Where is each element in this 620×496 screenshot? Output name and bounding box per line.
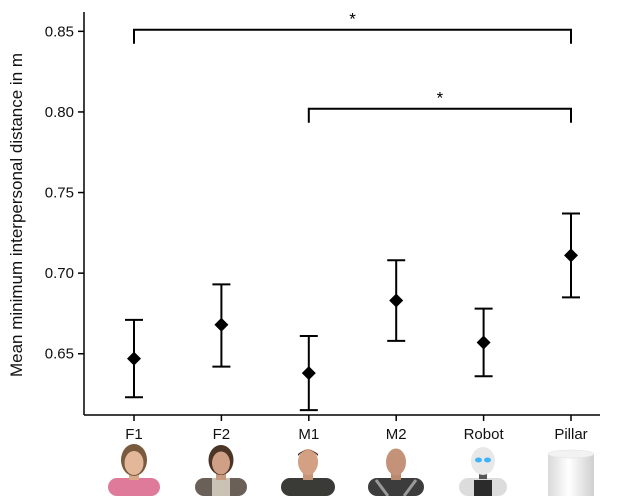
- male-avatar-2: [368, 448, 424, 496]
- significance-bracket: [307, 107, 572, 123]
- y-tick-label: 0.65: [45, 346, 74, 363]
- mean-point: [476, 335, 491, 350]
- category-images: [108, 444, 595, 496]
- data-marks: [125, 212, 580, 412]
- y-tick-label: 0.70: [45, 265, 74, 282]
- y-ticks: 0.65 0.70 0.75 0.80 0.85: [45, 23, 84, 363]
- female-avatar-1: [108, 444, 160, 496]
- x-tick-label: M2: [386, 426, 407, 443]
- x-ticks: F1 F2 M1 M2 Robot Pillar: [125, 415, 588, 443]
- significance-bracket: [133, 28, 572, 44]
- y-tick-label: 0.85: [45, 23, 74, 40]
- x-tick-label: F2: [213, 426, 231, 443]
- robot-avatar: [459, 447, 507, 496]
- x-tick-label: Robot: [464, 426, 505, 443]
- mean-point: [564, 248, 578, 263]
- male-avatar-1: [281, 449, 335, 496]
- mean-point: [127, 351, 141, 366]
- pillar-cylinder: [547, 449, 595, 496]
- x-tick-label: F1: [125, 426, 143, 443]
- significance-brackets: **: [133, 10, 572, 123]
- y-axis-title: Mean minimum interpersonal distance in m: [7, 53, 26, 377]
- mean-point: [214, 317, 229, 332]
- x-tick-label: Pillar: [554, 426, 587, 443]
- female-avatar-2: [195, 445, 247, 496]
- y-tick-label: 0.75: [45, 185, 74, 202]
- mean-point: [389, 293, 404, 308]
- significance-label: *: [437, 89, 444, 108]
- y-tick-label: 0.80: [45, 104, 74, 121]
- mean-point: [301, 366, 316, 381]
- significance-label: *: [349, 10, 356, 29]
- x-tick-label: M1: [298, 426, 319, 443]
